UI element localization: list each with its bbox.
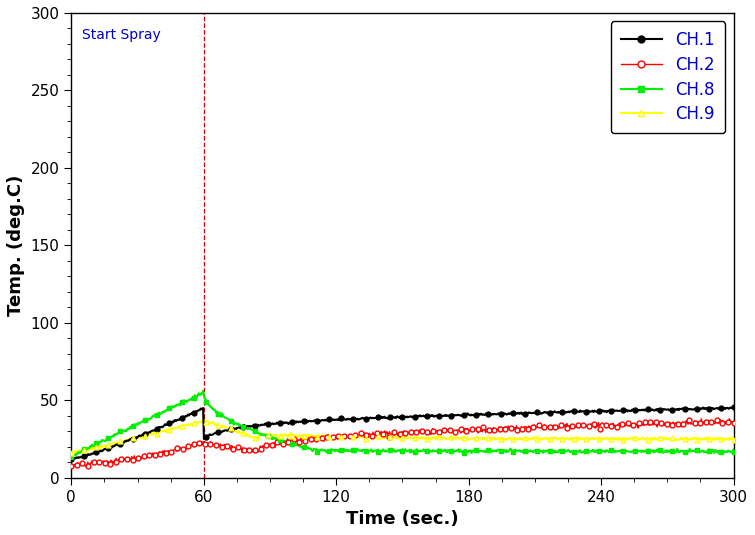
Y-axis label: Temp. (deg.C): Temp. (deg.C)	[7, 174, 25, 316]
Text: Start Spray: Start Spray	[82, 28, 161, 42]
X-axis label: Time (sec.): Time (sec.)	[346, 510, 459, 528]
Legend: CH.1, CH.2, CH.8, CH.9: CH.1, CH.2, CH.8, CH.9	[611, 21, 726, 133]
